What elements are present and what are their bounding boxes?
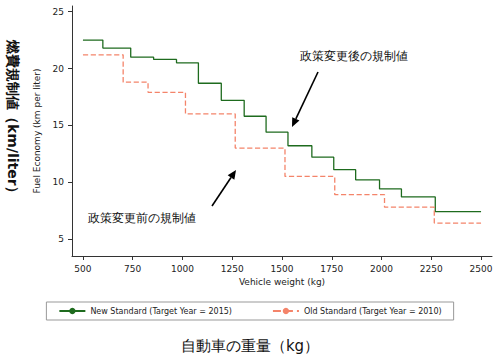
- svg-text:1750: 1750: [320, 264, 343, 274]
- svg-text:自動車の重量（kg）: 自動車の重量（kg）: [181, 337, 319, 355]
- svg-text:25: 25: [53, 7, 64, 17]
- svg-text:5: 5: [58, 234, 64, 244]
- svg-text:10: 10: [53, 177, 65, 187]
- svg-text:750: 750: [124, 264, 141, 274]
- svg-text:New Standard (Target Year = 20: New Standard (Target Year = 2015): [90, 307, 232, 316]
- svg-text:Fuel Economy (km per liter): Fuel Economy (km per liter): [32, 68, 42, 193]
- svg-text:2500: 2500: [470, 264, 493, 274]
- svg-text:2000: 2000: [370, 264, 393, 274]
- svg-text:政策変更前の規制値: 政策変更前の規制値: [88, 211, 196, 225]
- svg-text:Old Standard (Target Year = 20: Old Standard (Target Year = 2010): [304, 307, 442, 316]
- svg-text:1000: 1000: [171, 264, 194, 274]
- svg-text:15: 15: [53, 120, 64, 130]
- svg-text:2250: 2250: [420, 264, 443, 274]
- svg-text:Vehicle weight (kg): Vehicle weight (kg): [239, 277, 325, 287]
- svg-text:20: 20: [53, 64, 65, 74]
- svg-text:政策変更後の規制値: 政策変更後の規制値: [300, 49, 408, 63]
- svg-text:1500: 1500: [271, 264, 294, 274]
- svg-text:燃費規制値（km/liter）: 燃費規制値（km/liter）: [5, 39, 21, 200]
- svg-text:1250: 1250: [221, 264, 244, 274]
- svg-text:500: 500: [74, 264, 91, 274]
